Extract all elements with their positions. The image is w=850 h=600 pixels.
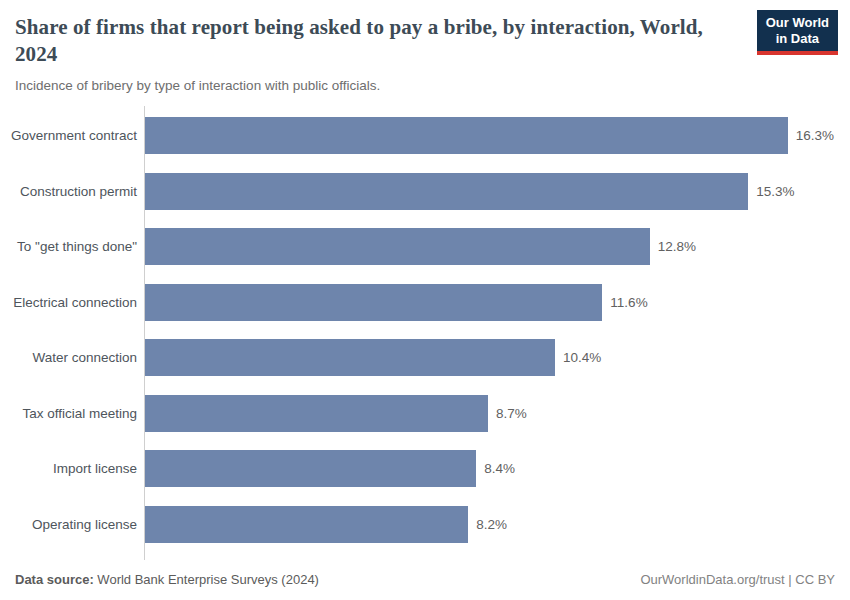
- bar-row: Water connection 10.4%: [0, 330, 835, 386]
- bar-chart: Government contract 16.3% Construction per…: [0, 108, 835, 552]
- bar[interactable]: [145, 173, 748, 210]
- chart-header: Share of firms that report being asked t…: [15, 14, 835, 95]
- bar-row: Construction permit 15.3%: [0, 164, 835, 220]
- chart-page: Share of firms that report being asked t…: [0, 0, 850, 600]
- value-label: 16.3%: [796, 128, 834, 143]
- license-link[interactable]: OurWorldinData.org/trust | CC BY: [640, 572, 835, 587]
- category-label: To "get things done": [0, 239, 144, 254]
- bar-plot: 15.3%: [145, 173, 835, 210]
- data-source-label: Data source:: [15, 572, 94, 587]
- bar-row: Government contract 16.3%: [0, 108, 835, 164]
- bar-row: Import license 8.4%: [0, 441, 835, 497]
- bar[interactable]: [145, 450, 476, 487]
- bar-plot: 11.6%: [145, 284, 835, 321]
- category-label: Tax official meeting: [0, 406, 144, 421]
- bar-row: Operating license 8.2%: [0, 497, 835, 553]
- owid-logo[interactable]: Our World in Data: [757, 10, 838, 55]
- category-label: Water connection: [0, 350, 144, 365]
- value-label: 8.2%: [476, 517, 507, 532]
- bar-plot: 8.7%: [145, 395, 835, 432]
- bar[interactable]: [145, 117, 788, 154]
- category-label: Electrical connection: [0, 295, 144, 310]
- value-label: 12.8%: [658, 239, 696, 254]
- data-source-note: Data source: World Bank Enterprise Surve…: [15, 572, 319, 587]
- bar[interactable]: [145, 284, 602, 321]
- bar[interactable]: [145, 395, 488, 432]
- chart-title: Share of firms that report being asked t…: [15, 14, 750, 68]
- category-label: Import license: [0, 461, 144, 476]
- value-label: 8.7%: [496, 406, 527, 421]
- bar-plot: 16.3%: [145, 117, 835, 154]
- value-label: 15.3%: [756, 184, 794, 199]
- chart-footer: Data source: World Bank Enterprise Surve…: [15, 572, 835, 587]
- bar-rows: Government contract 16.3% Construction per…: [0, 108, 835, 552]
- bar-row: To "get things done" 12.8%: [0, 219, 835, 275]
- category-label: Operating license: [0, 517, 144, 532]
- bar-plot: 8.4%: [145, 450, 835, 487]
- bar[interactable]: [145, 506, 468, 543]
- y-axis-line: [144, 106, 145, 560]
- bar-plot: 10.4%: [145, 339, 835, 376]
- owid-logo-line1: Our World: [766, 15, 829, 31]
- bar[interactable]: [145, 228, 650, 265]
- category-label: Government contract: [0, 128, 144, 143]
- bar[interactable]: [145, 339, 555, 376]
- bar-plot: 12.8%: [145, 228, 835, 265]
- chart-subtitle: Incidence of bribery by type of interact…: [15, 77, 835, 95]
- value-label: 11.6%: [610, 295, 647, 310]
- bar-plot: 8.2%: [145, 506, 835, 543]
- bar-row: Electrical connection 11.6%: [0, 275, 835, 331]
- category-label: Construction permit: [0, 184, 144, 199]
- value-label: 8.4%: [484, 461, 515, 476]
- bar-row: Tax official meeting 8.7%: [0, 386, 835, 442]
- value-label: 10.4%: [563, 350, 601, 365]
- data-source-text: World Bank Enterprise Surveys (2024): [94, 572, 319, 587]
- owid-logo-line2: in Data: [766, 31, 829, 47]
